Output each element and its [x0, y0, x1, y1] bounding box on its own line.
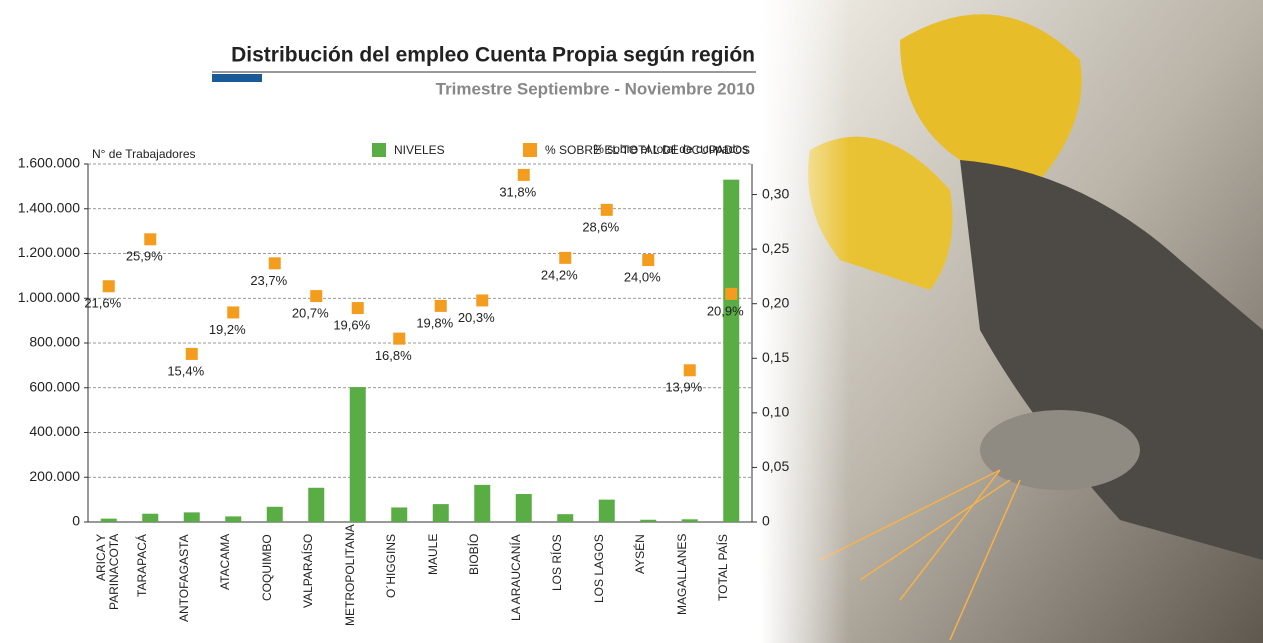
photo — [760, 0, 1263, 643]
y-tick-label: 400.000 — [29, 423, 80, 439]
x-tick-label: MAGALLANES — [676, 534, 704, 626]
data-label: 20,3% — [458, 310, 495, 325]
y-tick-label: 0 — [72, 513, 80, 529]
y2-tick-label: 0,30 — [762, 185, 789, 201]
title-accent — [212, 74, 262, 82]
x-tick-label: ATACAMA — [219, 534, 247, 626]
y-tick-label: 1.400.000 — [18, 199, 80, 215]
data-label: 19,2% — [209, 322, 246, 337]
x-tick-label: COQUIMBO — [261, 534, 289, 626]
y-tick-label: 200.000 — [29, 468, 80, 484]
y-axis-title: N° de Trabajadores — [92, 147, 196, 161]
x-tick-label: BIOBÍO — [468, 534, 496, 626]
point — [725, 288, 737, 300]
point — [435, 300, 447, 312]
point — [144, 233, 156, 245]
y-tick-label: 1.000.000 — [18, 289, 80, 305]
data-label: 24,2% — [541, 267, 578, 282]
bar — [225, 516, 241, 522]
legend-label: NIVELES — [394, 143, 445, 157]
data-label: 21,6% — [84, 296, 121, 311]
y-tick-label: 1.200.000 — [18, 244, 80, 260]
point — [642, 254, 654, 266]
legend-label: % SOBRE EL TOTAL DE OCUPADOS — [545, 143, 750, 157]
point — [310, 290, 322, 302]
data-label: 23,7% — [250, 273, 287, 288]
bar — [391, 507, 407, 522]
x-tick-label: TOTAL PAÍS — [717, 534, 745, 626]
bar — [474, 485, 490, 522]
bar — [308, 488, 324, 522]
point — [601, 204, 613, 216]
legend-swatch — [372, 143, 386, 157]
data-label: 13,9% — [665, 380, 702, 395]
bar — [640, 520, 656, 522]
y2-tick-label: 0,05 — [762, 458, 789, 474]
y2-tick-label: 0,20 — [762, 294, 789, 310]
x-tick-label: LA ARAUCANÍA — [510, 534, 538, 626]
y-tick-label: 600.000 — [29, 378, 80, 394]
data-label: 20,9% — [707, 303, 744, 318]
y-tick-label: 800.000 — [29, 334, 80, 350]
bar — [682, 519, 698, 522]
x-tick-label: TARAPACÁ — [136, 534, 164, 626]
y-tick-label: 1.600.000 — [18, 155, 80, 171]
x-tick-label: MAULE — [427, 534, 455, 626]
bar — [599, 500, 615, 522]
data-label: 19,6% — [333, 318, 370, 333]
point — [393, 333, 405, 345]
x-tick-label: VALPARAÍSO — [302, 534, 330, 626]
chart-subtitle: Trimestre Septiembre - Noviembre 2010 — [436, 79, 755, 98]
y2-tick-label: 0,25 — [762, 240, 789, 256]
bar — [433, 504, 449, 522]
point — [559, 252, 571, 264]
bar — [267, 507, 283, 522]
legend-swatch — [523, 143, 537, 157]
data-label: 16,8% — [375, 348, 412, 363]
data-label: 31,8% — [499, 184, 536, 199]
data-label: 15,4% — [167, 363, 204, 378]
data-label: 28,6% — [582, 219, 619, 234]
y2-tick-label: 0,10 — [762, 404, 789, 420]
bar — [101, 519, 117, 522]
y2-tick-label: 0 — [762, 513, 770, 529]
bar — [350, 387, 366, 522]
body: {"chart_data": { "type": "bar", "title":… — [0, 0, 1263, 643]
x-tick-label: LOS LAGOS — [593, 534, 621, 626]
x-tick-label: AYSÉN — [634, 534, 662, 626]
point — [352, 302, 364, 314]
x-tick-label: METROPOLITANA — [344, 534, 372, 626]
data-label: 19,8% — [416, 315, 453, 330]
point — [518, 169, 530, 181]
bar — [142, 514, 158, 522]
point — [227, 306, 239, 318]
point — [186, 348, 198, 360]
x-tick-label: O´HIGGINS — [385, 534, 413, 626]
page: Distribución del empleo Cuenta Propia se… — [0, 0, 1263, 643]
chart-title: Distribución del empleo Cuenta Propia se… — [231, 44, 755, 67]
bar — [723, 180, 739, 522]
point — [476, 294, 488, 306]
x-tick-label: ANTOFAGASTA — [178, 534, 206, 626]
bar — [557, 514, 573, 522]
data-label: 24,0% — [624, 269, 661, 284]
point — [103, 280, 115, 292]
x-tick-label: ARICA Y PARINACOTA — [95, 534, 123, 626]
y2-tick-label: 0,15 — [762, 349, 789, 365]
data-label: 25,9% — [126, 249, 163, 264]
bar — [516, 494, 532, 522]
x-tick-label: LOS RÍOS — [551, 534, 579, 626]
bar — [184, 512, 200, 522]
point — [269, 257, 281, 269]
point — [684, 364, 696, 376]
data-label: 20,7% — [292, 306, 329, 321]
